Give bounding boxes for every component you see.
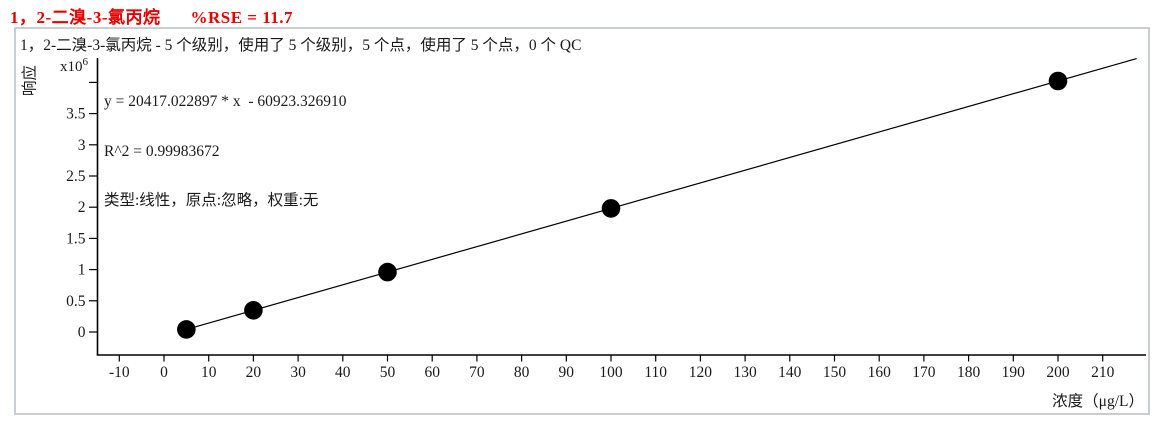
y-axis-multiplier: x106 xyxy=(34,56,88,76)
data-point xyxy=(177,320,196,339)
x-axis-title: 浓度（μg/L） xyxy=(1052,393,1144,410)
x-tick-label: 180 xyxy=(957,364,981,381)
calibration-summary: 1，2-二溴-3-氯丙烷 - 5 个级别，使用了 5 个级别，5 个点，使用了 … xyxy=(20,37,582,54)
x-tick-label: 200 xyxy=(1046,364,1070,381)
y-tick-label: 3 xyxy=(78,137,86,154)
fit-equation: y = 20417.022897 * x - 60923.326910 xyxy=(104,93,347,110)
x-tick-label: 170 xyxy=(912,364,936,381)
y-tick-label: 2.5 xyxy=(66,168,86,185)
x-tick-label: 210 xyxy=(1091,364,1115,381)
x-tick-label: 60 xyxy=(424,364,440,381)
x-tick-label: 80 xyxy=(514,364,530,381)
y-tick-label: 2 xyxy=(78,199,86,216)
x-tick-label: 110 xyxy=(644,364,667,381)
chart-panel xyxy=(14,27,1150,415)
x-tick-label: 150 xyxy=(823,364,847,381)
fit-settings: 类型:线性，原点:忽略，权重:无 xyxy=(104,192,319,209)
x-tick-label: -10 xyxy=(109,364,130,381)
x-tick-label: 120 xyxy=(689,364,713,381)
x-tick-label: 160 xyxy=(868,364,892,381)
fit-r-squared: R^2 = 0.99983672 xyxy=(104,142,220,160)
x-tick-label: 20 xyxy=(246,364,262,381)
data-point xyxy=(601,199,621,218)
x-tick-label: 90 xyxy=(559,364,575,381)
y-tick-label: 1 xyxy=(78,262,86,279)
y-tick-label: 0.5 xyxy=(66,293,86,310)
data-point xyxy=(378,262,397,282)
x-tick-label: 30 xyxy=(290,364,306,381)
data-point xyxy=(244,301,263,320)
x-tick-label: 130 xyxy=(733,364,757,381)
compound-name: 1，2-二溴-3-氯丙烷 xyxy=(10,8,161,27)
x-tick-label: 50 xyxy=(380,364,396,381)
x-tick-label: 190 xyxy=(1002,364,1026,381)
x-tick-label: 140 xyxy=(778,364,802,381)
y-axis-title: 响应 xyxy=(21,65,39,97)
multiplier-exponent: 6 xyxy=(82,56,89,68)
y-tick-label: 1.5 xyxy=(66,230,86,247)
fit-line xyxy=(186,57,1137,331)
x-tick-label: 10 xyxy=(201,364,217,381)
y-tick-label: 3.5 xyxy=(66,106,86,123)
rse-value: %RSE = 11.7 xyxy=(190,8,294,27)
x-tick-label: 100 xyxy=(599,364,623,381)
data-point xyxy=(1048,71,1068,91)
y-tick-label: 0 xyxy=(78,324,86,341)
multiplier-base: x10 xyxy=(60,59,83,75)
x-tick-label: 40 xyxy=(335,364,351,381)
x-tick-label: 0 xyxy=(160,364,168,381)
x-tick-label: 70 xyxy=(469,364,485,381)
fit-annotation: y = 20417.022897 * x - 60923.326910 R^2 … xyxy=(104,61,347,226)
page-title: 1，2-二溴-3-氯丙烷 %RSE = 11.7 xyxy=(10,3,293,28)
